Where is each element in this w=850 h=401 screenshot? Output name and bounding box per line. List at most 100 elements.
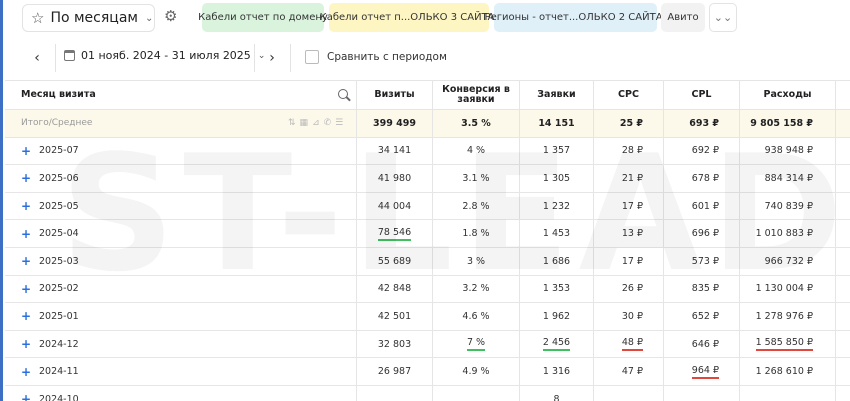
table-row[interactable]: +2025-06 41 980 3.1 % 1 305 21 ₽ 678 ₽ 884 314… [5, 165, 850, 193]
report-selector[interactable]: ☆ По месяцам ⌄ [22, 4, 155, 32]
month-cell[interactable]: +2025-04 [5, 220, 357, 247]
leads-cell: 1 686 [520, 247, 594, 275]
table-view-icon[interactable]: ▦ [299, 118, 309, 129]
tab-cables-3-sites[interactable]: Кабели отчет п...ОЛЬКО 3 САЙТА) [320, 3, 498, 32]
month-cell[interactable]: +2024-10 [5, 385, 357, 401]
list-icon[interactable]: ☰ [335, 118, 344, 129]
date-range-picker[interactable]: 01 нояб. 2024 - 31 июля 2025 ⌄ [64, 49, 265, 62]
cpl-cell: 696 ₽ [664, 220, 740, 247]
expenses-cell: 884 314 ₽ [740, 165, 836, 192]
expand-plus-icon[interactable]: + [21, 254, 32, 269]
month-cell[interactable]: +2025-01 [5, 303, 357, 330]
visits-cell: 42 848 [357, 275, 433, 303]
column-header-cpl[interactable]: CPL [664, 81, 740, 109]
column-header-leads[interactable]: Заявки [520, 81, 594, 109]
cpc-value: 17 ₽ [621, 200, 643, 212]
divider [290, 44, 291, 72]
star-icon[interactable]: ☆ [31, 8, 45, 27]
conversion-value: 4.9 % [462, 366, 490, 378]
totals-expenses: 9 805 158 ₽ [740, 110, 836, 137]
month-cell[interactable]: +2024-12 [5, 330, 357, 358]
table-row[interactable]: +2025-07 34 141 4 % 1 357 28 ₽ 692 ₽ 938 948 ₽ [5, 137, 850, 166]
cpl-cell: 573 ₽ [664, 247, 740, 275]
expand-plus-icon[interactable]: + [21, 199, 32, 214]
expenses-value: 1 130 004 ₽ [755, 283, 813, 295]
cpc-cell: 47 ₽ [594, 358, 664, 385]
expand-plus-icon[interactable]: + [21, 281, 32, 296]
month-cell[interactable]: +2025-07 [5, 137, 357, 165]
column-header-conversion[interactable]: Конверсия в заявки [433, 81, 520, 109]
visits-value: 78 546 [377, 227, 412, 241]
expenses-value: 1 585 850 ₽ [755, 337, 813, 352]
expand-plus-icon[interactable]: + [21, 392, 32, 401]
month-cell[interactable]: +2025-05 [5, 192, 357, 220]
leads-cell: 1 453 [520, 220, 594, 247]
table-header-row: Месяц визита Визиты Конверсия в заявки З… [5, 80, 850, 110]
conversion-cell: 3.2 % [433, 275, 520, 303]
prev-period-button[interactable]: ‹ [34, 50, 40, 66]
column-header-expenses[interactable]: Расходы [740, 81, 836, 109]
table-row[interactable]: +2025-01 42 501 4.6 % 1 962 30 ₽ 652 ₽ 1 278 9… [5, 303, 850, 331]
expand-plus-icon[interactable]: + [21, 143, 32, 158]
tab-regions-2-sites[interactable]: Регионы - отчет...ОЛЬКО 2 САЙТА) [485, 3, 666, 32]
chart-icon[interactable]: ⊿ [312, 118, 320, 129]
cpc-cell: 17 ₽ [594, 247, 664, 275]
divider [55, 44, 56, 72]
table-row[interactable]: +2024-11 26 987 4.9 % 1 316 47 ₽ 964 ₽ 1 268 6… [5, 358, 850, 386]
table-row[interactable]: +2025-05 44 004 2.8 % 1 232 17 ₽ 601 ₽ 740 839… [5, 192, 850, 221]
tab-cables-domain[interactable]: Кабели отчет по домену [198, 3, 328, 32]
table-row[interactable]: +2024-10 8 [5, 385, 850, 401]
expand-plus-icon[interactable]: + [21, 364, 32, 379]
search-icon[interactable] [338, 89, 348, 99]
cpc-value: 47 ₽ [621, 366, 643, 378]
expand-plus-icon[interactable]: + [21, 171, 32, 186]
column-header-visits[interactable]: Визиты [357, 81, 433, 109]
totals-cpl: 693 ₽ [664, 110, 740, 137]
visits-cell [357, 385, 433, 401]
cpl-value: 835 ₽ [691, 283, 719, 295]
double-chevron-down-icon[interactable]: ⌄⌄ [709, 3, 737, 32]
compare-checkbox[interactable] [305, 50, 319, 64]
month-cell[interactable]: +2025-06 [5, 165, 357, 192]
expenses-cell: 1 268 610 ₽ [740, 358, 836, 385]
conversion-cell: 4.6 % [433, 303, 520, 330]
cpc-value: 30 ₽ [621, 310, 643, 322]
column-header-month[interactable]: Месяц визита [5, 81, 357, 109]
expand-plus-icon[interactable]: + [21, 337, 32, 352]
conversion-value: 3.2 % [462, 283, 490, 295]
conversion-value: 4 % [466, 145, 486, 157]
column-header-cpc[interactable]: CPC [594, 81, 664, 109]
cpc-cell: 28 ₽ [594, 137, 664, 165]
conversion-cell: 2.8 % [433, 192, 520, 220]
table-row[interactable]: +2025-04 78 546 1.8 % 1 453 13 ₽ 696 ₽ 1 010 8… [5, 220, 850, 248]
leads-value: 1 305 [542, 172, 571, 184]
table-row[interactable]: +2024-12 32 803 7 % 2 456 48 ₽ 646 ₽ 1 585 850… [5, 330, 850, 359]
month-label: 2024-12 [39, 338, 79, 350]
gear-icon[interactable]: ⚙ [164, 7, 178, 25]
month-cell[interactable]: +2024-11 [5, 358, 357, 385]
month-label: 2025-06 [39, 172, 79, 184]
sort-icon[interactable]: ⇅ [288, 118, 296, 129]
cpl-cell: 964 ₽ [664, 358, 740, 385]
conversion-value: 2.8 % [462, 200, 490, 212]
tab-avito[interactable]: Авито [661, 3, 705, 32]
compare-period-toggle[interactable]: Сравнить с периодом [305, 50, 447, 64]
visits-value: 34 141 [377, 145, 412, 157]
table-row[interactable]: +2025-03 55 689 3 % 1 686 17 ₽ 573 ₽ 966 732 ₽ [5, 247, 850, 276]
month-cell[interactable]: +2025-03 [5, 247, 357, 275]
visits-cell: 26 987 [357, 358, 433, 385]
month-label: 2025-02 [39, 283, 79, 295]
visits-cell: 32 803 [357, 330, 433, 358]
report-table: Месяц визита Визиты Конверсия в заявки З… [5, 80, 850, 401]
cpl-value: 573 ₽ [691, 255, 719, 267]
expand-plus-icon[interactable]: + [21, 226, 32, 241]
conversion-cell: 4.9 % [433, 358, 520, 385]
totals-visits: 399 499 [357, 110, 433, 137]
month-cell[interactable]: +2025-02 [5, 275, 357, 303]
conversion-cell: 4 % [433, 137, 520, 165]
cpl-cell [664, 385, 740, 401]
next-period-button[interactable]: › [269, 50, 275, 66]
phone-icon[interactable]: ✆ [323, 118, 332, 129]
table-row[interactable]: +2025-02 42 848 3.2 % 1 353 26 ₽ 835 ₽ 1 130 0… [5, 275, 850, 304]
expand-plus-icon[interactable]: + [21, 309, 32, 324]
